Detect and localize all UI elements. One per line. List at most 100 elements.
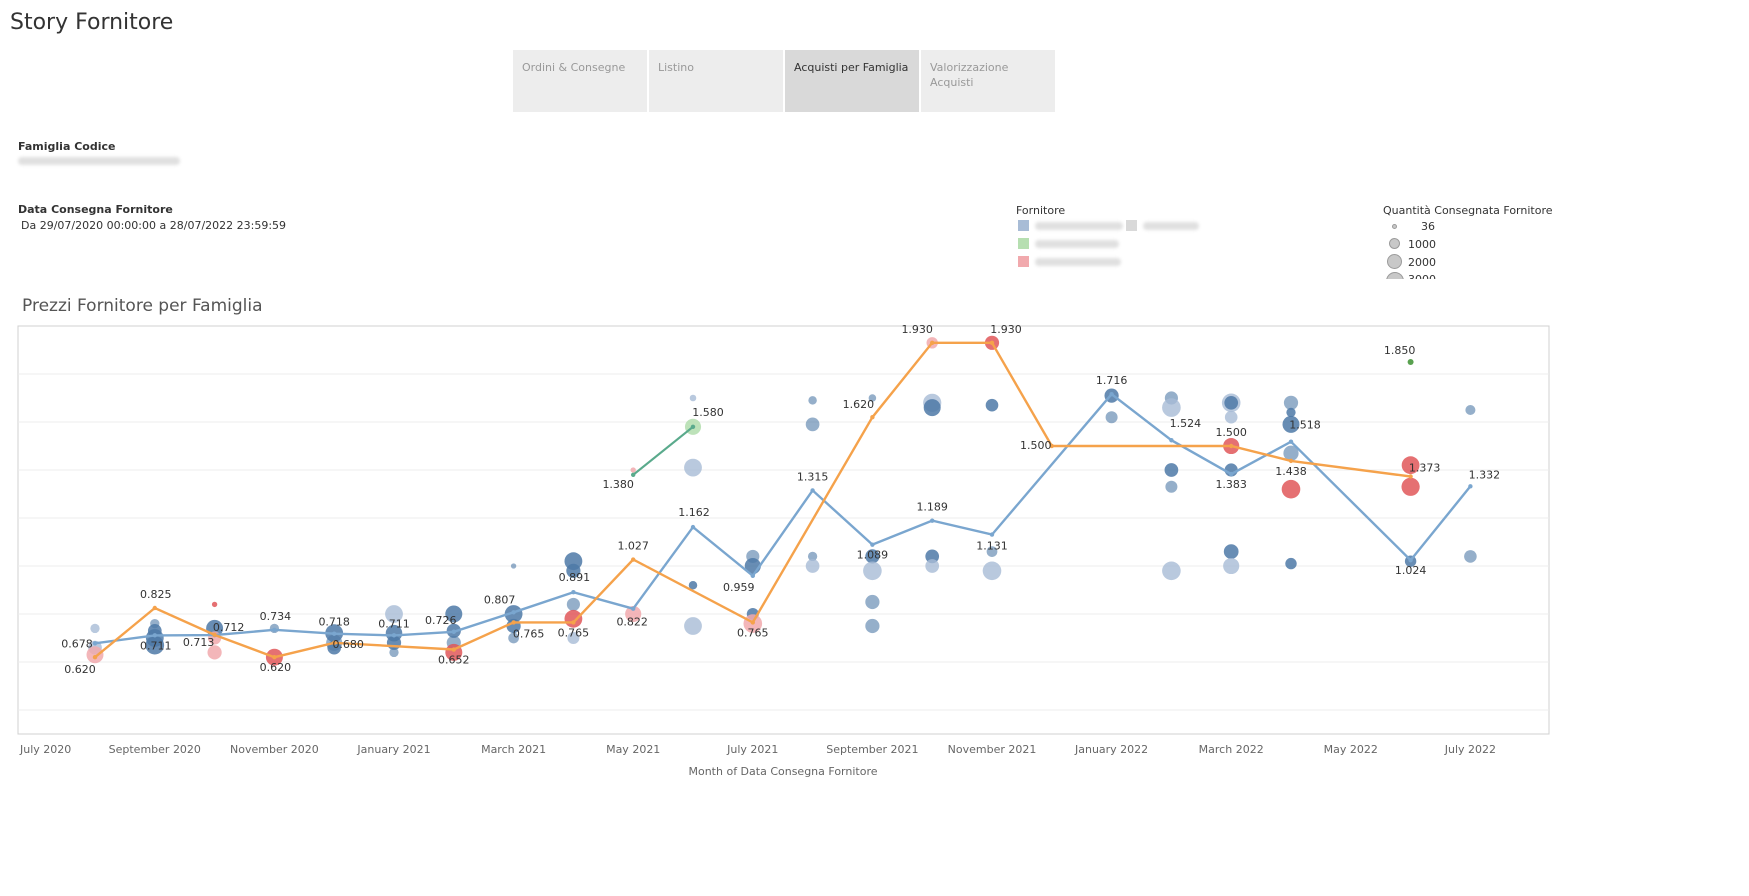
bubble-mark (863, 561, 882, 581)
data-label: 0.734 (260, 610, 292, 623)
bubble-mark (567, 631, 580, 645)
data-label: 0.959 (723, 581, 755, 594)
series-point (750, 573, 755, 579)
legend-swatch-2[interactable] (1126, 220, 1137, 231)
size-legend-label-2000: 2000 (1408, 256, 1436, 269)
data-label: 1.089 (857, 549, 889, 562)
x-tick-label: November 2021 (948, 743, 1037, 756)
series-point (92, 655, 98, 660)
series-point (930, 518, 935, 523)
x-tick-label: September 2020 (109, 743, 201, 756)
data-label: 1.438 (1275, 465, 1307, 478)
bubble-mark (986, 546, 998, 557)
data-label: 1.850 (1384, 344, 1416, 357)
series-point (272, 655, 277, 660)
legend-swatch-3[interactable] (1018, 238, 1029, 249)
bubble-mark (982, 561, 1002, 581)
series-point (690, 424, 696, 429)
series-point (1288, 439, 1294, 444)
bubble-mark (1105, 411, 1118, 424)
bubble-mark (985, 398, 999, 412)
data-label: 0.620 (260, 661, 292, 674)
bubble-mark (684, 458, 702, 477)
bubble-mark (508, 632, 519, 644)
size-legend-circle-1000 (1389, 238, 1400, 249)
data-label: 0.678 (61, 637, 93, 650)
data-label: 0.712 (213, 621, 245, 634)
bubble-mark (1224, 395, 1239, 410)
series-point (571, 620, 576, 625)
data-label: 0.711 (140, 639, 172, 652)
series-point (1288, 458, 1294, 464)
bubble-mark (1164, 463, 1179, 477)
bubble-mark (1223, 557, 1240, 575)
tab-valorizzazione-acquisti[interactable]: Valorizzazione Acquisti (921, 50, 1055, 112)
series-point (92, 641, 98, 646)
series-line-1 (94, 392, 1472, 645)
tab-acquisti-per-famiglia[interactable]: Acquisti per Famiglia (785, 50, 919, 112)
chart-title: Prezzi Fornitore per Famiglia (22, 296, 263, 316)
bubble-mark (689, 394, 697, 402)
x-tick-label: July 2022 (1444, 743, 1496, 756)
data-label: 1.930 (901, 323, 933, 336)
size-legend-label-3000: 3000 (1408, 273, 1436, 279)
series-point (511, 620, 516, 625)
legend-label-redacted-4 (1035, 258, 1121, 266)
x-tick-label: July 2020 (19, 743, 71, 756)
size-legend-circle-2000 (1387, 254, 1402, 269)
size-legend-clipped-row: 3000 (1380, 270, 1530, 279)
series-point (690, 524, 696, 530)
series-line-3 (632, 425, 694, 476)
bubble-mark (1162, 398, 1181, 417)
x-tick-label: November 2020 (230, 743, 319, 756)
series-point (810, 488, 815, 493)
bubble-mark (805, 559, 820, 573)
tab-ordini-consegne[interactable]: Ordini & Consegne (513, 50, 647, 112)
bubble-mark (1223, 544, 1239, 559)
bubble-mark (923, 399, 941, 417)
bubble-mark (90, 623, 100, 634)
data-label: 0.822 (616, 616, 648, 629)
bubble-mark (1401, 456, 1420, 475)
data-label: 1.716 (1096, 374, 1128, 387)
bubble-mark (1283, 445, 1299, 461)
data-label: 0.652 (438, 654, 470, 667)
data-filter-title: Data Consegna Fornitore (18, 203, 173, 216)
series-point (571, 589, 576, 595)
data-label: 1.024 (1395, 564, 1427, 577)
data-label: 0.807 (484, 593, 516, 606)
series-point (272, 627, 277, 633)
data-label: 0.765 (558, 626, 590, 639)
data-label: 0.765 (737, 626, 769, 639)
bubble-mark (808, 396, 817, 405)
series-point (989, 532, 995, 537)
famiglia-filter-value-redacted[interactable] (18, 157, 180, 165)
series-point (451, 629, 456, 634)
bubble-mark (868, 394, 877, 402)
bubble-mark (86, 646, 104, 664)
tab-listino[interactable]: Listino (649, 50, 783, 112)
series-point (750, 620, 755, 625)
series-point (212, 632, 217, 638)
data-filter-value[interactable]: Da 29/07/2020 00:00:00 a 28/07/2022 23:5… (21, 219, 287, 232)
data-label: 1.315 (797, 470, 829, 483)
size-legend-circle-36 (1392, 224, 1397, 229)
series-point (451, 647, 456, 652)
legend-swatch-4[interactable] (1018, 256, 1029, 267)
data-label: 1.332 (1469, 468, 1501, 481)
series-point (1408, 558, 1413, 563)
data-label: 1.383 (1215, 478, 1247, 491)
bubble-mark (865, 549, 880, 564)
bubble-mark (1464, 550, 1477, 563)
bubble-mark (865, 594, 880, 610)
bubble-mark (207, 645, 222, 660)
legend-swatch-1[interactable] (1018, 220, 1029, 231)
series-point (631, 606, 636, 611)
series-point (1109, 391, 1114, 397)
series-point (1407, 359, 1414, 365)
price-chart[interactable]: July 2020 September 2020 November 2020 Janu… (0, 320, 1749, 796)
data-label: 1.620 (843, 398, 875, 411)
data-label: 1.500 (1215, 426, 1247, 439)
x-tick-label: September 2021 (826, 743, 918, 756)
bubble-mark (1286, 407, 1296, 418)
